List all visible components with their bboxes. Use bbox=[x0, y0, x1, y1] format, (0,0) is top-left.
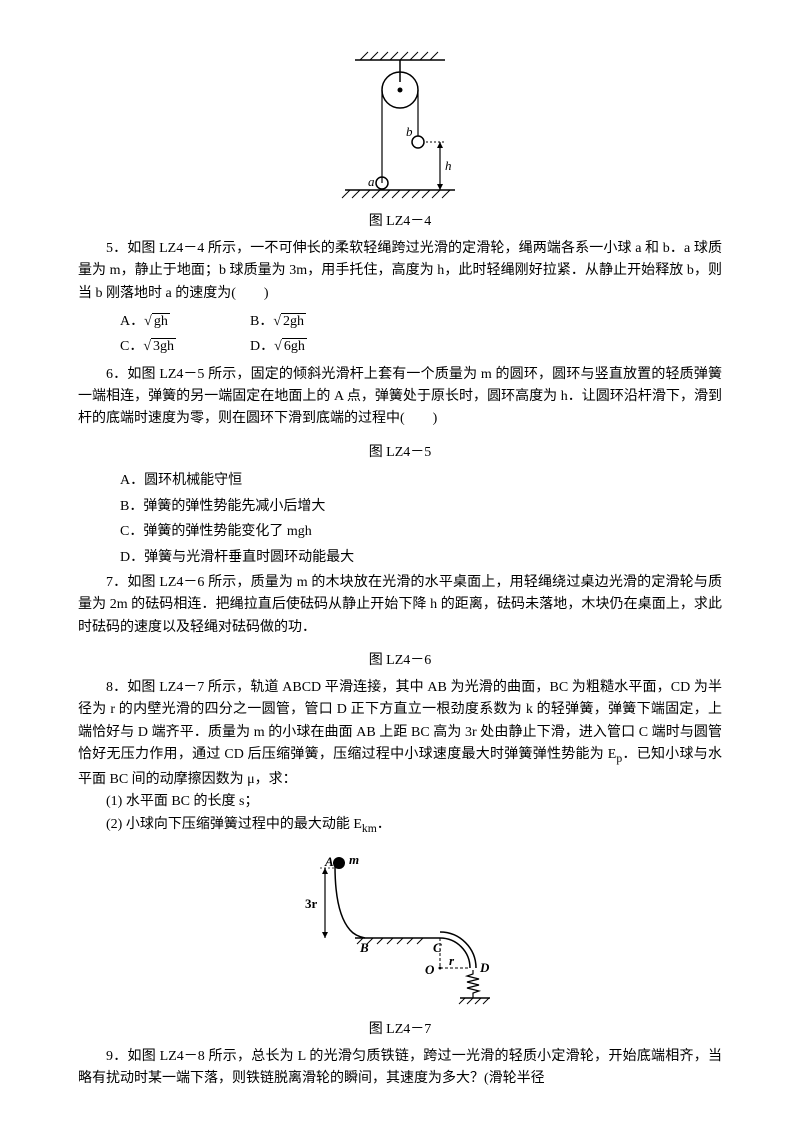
figure-lz4-7: A m 3r B C O bbox=[78, 848, 722, 1008]
svg-text:C: C bbox=[433, 940, 442, 955]
question-9-text: 9．如图 LZ4－8 所示，总长为 L 的光滑匀质铁链，跨过一光滑的轻质小定滑轮… bbox=[78, 1046, 722, 1091]
svg-text:B: B bbox=[359, 940, 369, 955]
svg-text:m: m bbox=[349, 852, 359, 867]
question-5-options: A．gh B．2gh C．3gh D．6gh bbox=[120, 309, 722, 359]
question-8-sub1: (1) 水平面 BC 的长度 s； bbox=[78, 791, 722, 813]
question-6-option-c: C．弹簧的弹性势能变化了 mgh bbox=[120, 520, 722, 544]
svg-text:O: O bbox=[425, 962, 435, 977]
figure-lz4-4: a b h bbox=[78, 50, 722, 200]
svg-text:D: D bbox=[479, 960, 490, 975]
figure-caption-6: 图 LZ4－6 bbox=[78, 649, 722, 669]
label-b: b bbox=[406, 124, 413, 139]
question-6-option-a: A．圆环机械能守恒 bbox=[120, 469, 722, 493]
svg-text:r: r bbox=[449, 953, 455, 968]
label-h: h bbox=[445, 158, 452, 173]
question-6-option-b: B．弹簧的弹性势能先减小后增大 bbox=[120, 495, 722, 519]
figure-caption-7: 图 LZ4－7 bbox=[78, 1018, 722, 1038]
question-6-text: 6．如图 LZ4－5 所示，固定的倾斜光滑杆上套有一个质量为 m 的圆环，圆环与… bbox=[78, 364, 722, 431]
question-7-text: 7．如图 LZ4－6 所示，质量为 m 的木块放在光滑的水平桌面上，用轻绳绕过桌… bbox=[78, 572, 722, 639]
label-a: a bbox=[368, 174, 375, 189]
question-6-option-d: D．弹簧与光滑杆垂直时圆环动能最大 bbox=[120, 546, 722, 570]
figure-caption-5: 图 LZ4－5 bbox=[78, 441, 722, 461]
figure-caption-4: 图 LZ4－4 bbox=[78, 210, 722, 230]
svg-text:3r: 3r bbox=[305, 896, 318, 911]
question-8-sub2: (2) 小球向下压缩弹簧过程中的最大动能 Ekm． bbox=[78, 814, 722, 838]
svg-text:A: A bbox=[324, 854, 334, 869]
question-8-text: 8．如图 LZ4－7 所示，轨道 ABCD 平滑连接，其中 AB 为光滑的曲面，… bbox=[78, 677, 722, 791]
question-5-text: 5．如图 LZ4－4 所示，一不可伸长的柔软轻绳跨过光滑的定滑轮，绳两端各系一小… bbox=[78, 238, 722, 305]
